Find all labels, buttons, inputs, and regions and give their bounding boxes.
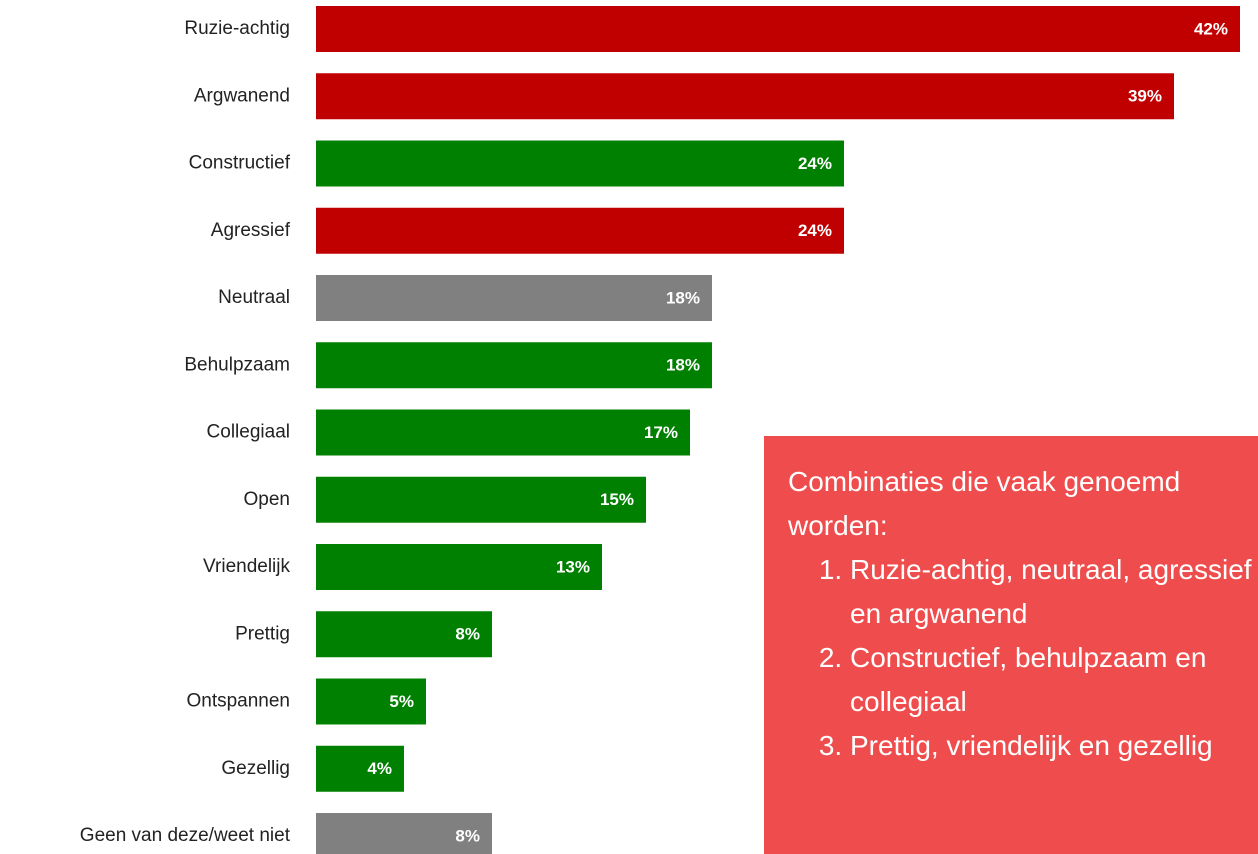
category-label: Argwanend — [194, 85, 290, 106]
value-label: 8% — [455, 826, 480, 845]
category-label: Ontspannen — [186, 691, 290, 712]
value-label: 24% — [798, 154, 832, 173]
category-label: Behulpzaam — [184, 354, 290, 375]
bar — [316, 611, 492, 658]
value-label: 18% — [666, 356, 700, 375]
bar — [316, 813, 492, 854]
annotation-box: Combinaties die vaak genoemd worden: Ruz… — [764, 436, 1258, 854]
annotation-item: Constructief, behulpzaam en collegiaal — [850, 636, 1258, 724]
category-label: Geen van deze/weet niet — [80, 825, 291, 846]
bar — [316, 275, 712, 321]
annotation-item: Prettig, vriendelijk en gezellig — [850, 724, 1258, 768]
value-label: 8% — [455, 625, 480, 644]
value-label: 39% — [1128, 87, 1162, 106]
category-label: Ruzie-achtig — [184, 18, 290, 39]
value-label: 5% — [389, 692, 414, 711]
value-label: 24% — [798, 221, 832, 240]
bar — [316, 140, 844, 187]
value-label: 18% — [666, 288, 700, 307]
category-label: Gezellig — [221, 758, 290, 779]
value-label: 17% — [644, 423, 678, 442]
annotation-heading: Combinaties die vaak genoemd worden: — [788, 466, 1181, 541]
category-label: Collegiaal — [207, 422, 290, 443]
bar — [316, 409, 690, 456]
category-label: Constructief — [189, 153, 291, 174]
category-label: Vriendelijk — [203, 556, 290, 577]
value-label: 42% — [1194, 19, 1228, 38]
annotation-item: Ruzie-achtig, neutraal, agressief en arg… — [850, 548, 1258, 636]
category-label: Prettig — [235, 623, 290, 644]
category-label: Agressief — [211, 220, 291, 241]
bar — [316, 745, 404, 792]
value-label: 13% — [556, 557, 590, 576]
annotation-list: Ruzie-achtig, neutraal, agressief en arg… — [788, 548, 1258, 768]
category-label: Neutraal — [218, 287, 290, 308]
bar — [316, 544, 602, 590]
bar — [316, 73, 1174, 120]
category-label: Open — [244, 489, 290, 510]
bar — [316, 678, 426, 725]
bar — [316, 6, 1240, 52]
value-label: 15% — [600, 490, 634, 509]
value-label: 4% — [367, 759, 392, 778]
bar — [316, 207, 844, 254]
bar — [316, 476, 646, 523]
bar — [316, 342, 712, 389]
